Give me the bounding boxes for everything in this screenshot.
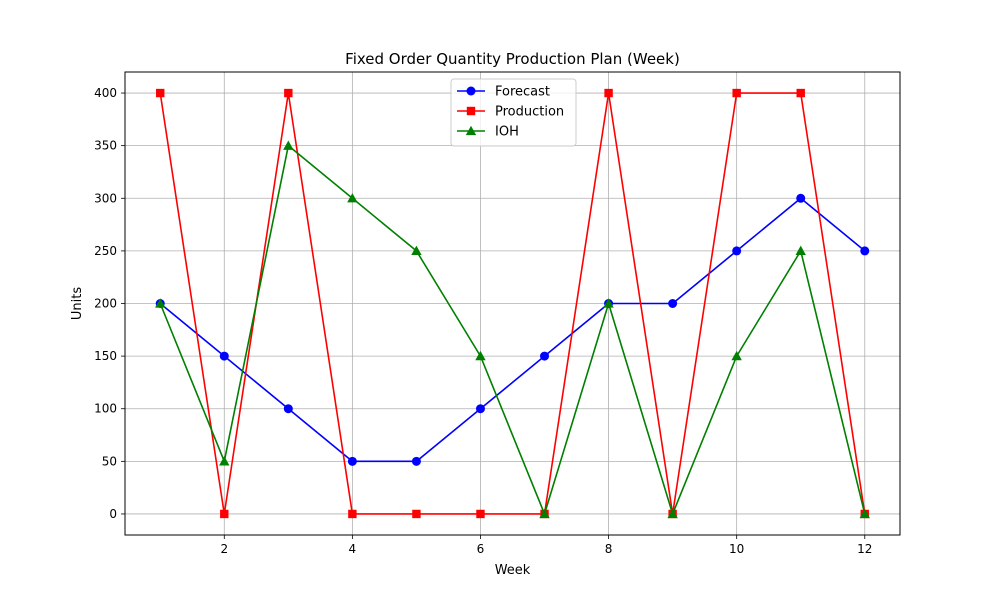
forecast-point [347, 456, 357, 466]
production-point [796, 88, 805, 98]
ioh-line [159, 144, 866, 515]
ioh-point [603, 298, 614, 308]
ioh-point [155, 298, 166, 308]
production-point [412, 509, 421, 519]
x-axis-label: Week [495, 563, 531, 578]
ioh-point [475, 350, 486, 361]
forecast-point [860, 246, 870, 256]
x-tick-label: 6 [477, 542, 485, 556]
forecast-point [668, 299, 678, 308]
production-line [159, 92, 866, 515]
ioh-point [859, 508, 870, 519]
y-tick-label: 100 [94, 402, 117, 416]
x-tick-label: 8 [605, 542, 613, 556]
y-tick-label: 150 [94, 349, 117, 363]
x-tick-label: 10 [729, 542, 744, 556]
production-point [732, 88, 741, 98]
ioh-point [731, 350, 742, 361]
x-tick-label: 4 [349, 542, 357, 556]
y-axis: 0 50 100 150 200 250 300 350 400 [94, 86, 125, 521]
ioh-point [667, 508, 678, 519]
chart-title: Fixed Order Quantity Production Plan (We… [345, 50, 680, 68]
ioh-point [539, 508, 550, 519]
ioh-point [283, 140, 294, 150]
x-tick-label: 2 [220, 542, 228, 556]
legend-box [450, 78, 577, 147]
production-point [348, 509, 357, 519]
production-point [476, 509, 485, 519]
forecast-point [283, 404, 293, 414]
forecast-point [219, 351, 229, 361]
y-tick-label: 200 [94, 297, 117, 311]
forecast-point [732, 246, 742, 256]
production-point [156, 88, 165, 98]
legend: Forecast Production IOH [450, 78, 577, 147]
x-axis: 2 4 6 8 10 12 [220, 535, 872, 556]
ioh-point [347, 193, 358, 203]
legend-marker-production [466, 106, 476, 116]
x-tick-label: 12 [857, 542, 872, 556]
legend-marker-forecast [466, 86, 476, 96]
forecast-point [411, 456, 421, 466]
forecast-point [540, 351, 550, 361]
series-forecast [155, 193, 870, 466]
forecast-line [159, 197, 866, 463]
y-tick-label: 250 [94, 244, 117, 258]
ioh-point [795, 245, 806, 256]
series-layer [155, 88, 870, 519]
y-tick-label: 350 [94, 139, 117, 153]
legend-label-ioh: IOH [495, 125, 519, 140]
legend-label-forecast: Forecast [495, 85, 550, 100]
legend-label-production: Production [495, 105, 564, 120]
legend-entry-ioh: IOH [457, 125, 519, 140]
ioh-point [411, 245, 422, 256]
forecast-point [475, 404, 485, 414]
production-point [220, 509, 229, 519]
legend-marker-ioh [465, 125, 477, 136]
production-point [284, 88, 293, 98]
y-tick-label: 0 [109, 507, 117, 521]
legend-entry-production: Production [457, 105, 564, 120]
series-ioh [155, 140, 870, 519]
y-axis-label: Units [70, 287, 85, 320]
y-tick-label: 400 [94, 86, 117, 100]
forecast-point [796, 193, 806, 203]
production-point [604, 88, 613, 98]
ioh-point [219, 456, 230, 466]
y-tick-label: 300 [94, 191, 117, 205]
legend-entry-forecast: Forecast [457, 85, 550, 100]
y-tick-label: 50 [102, 454, 117, 468]
